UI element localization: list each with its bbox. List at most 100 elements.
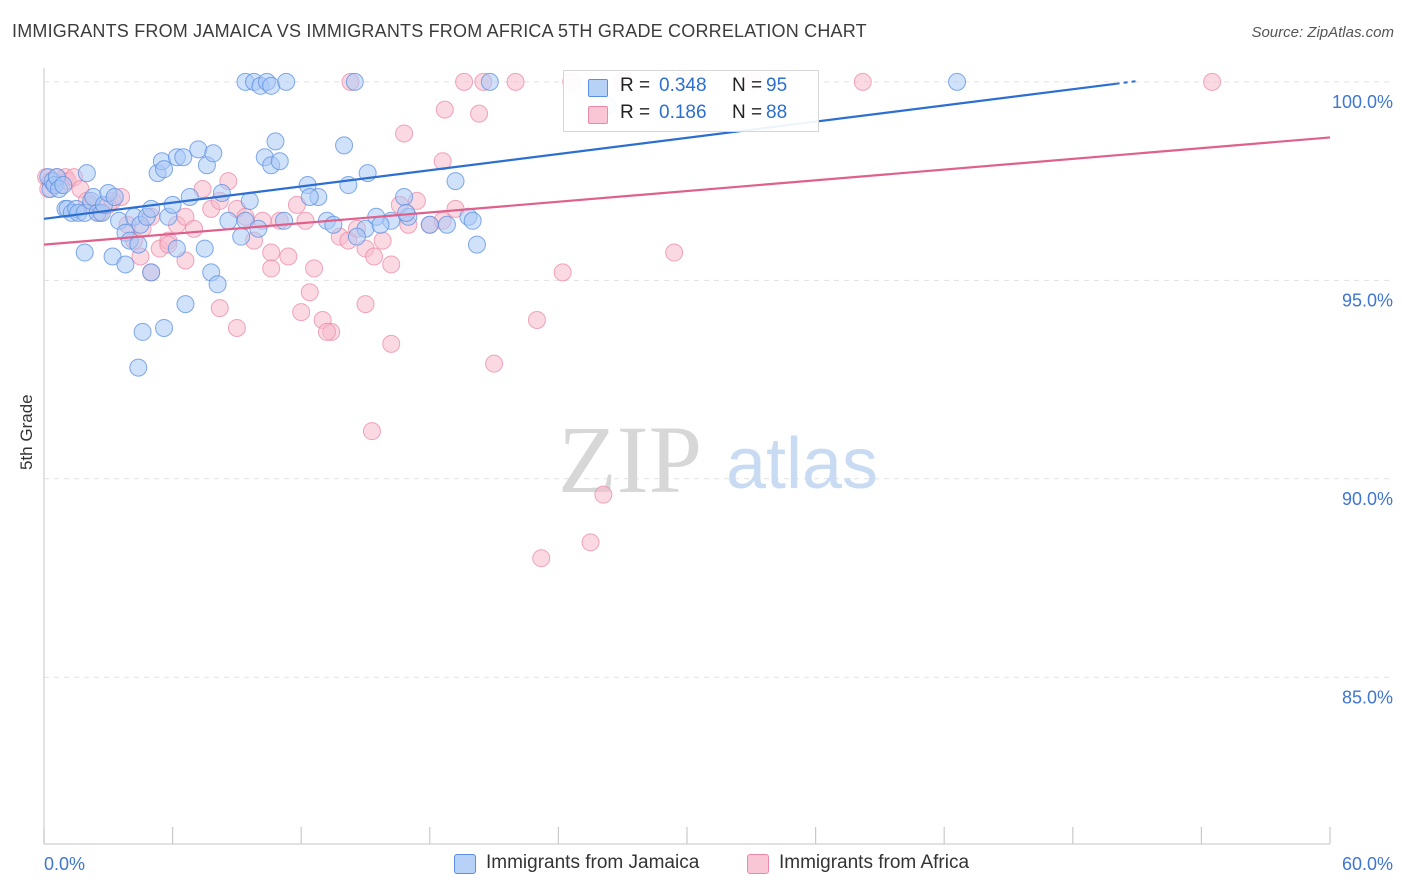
jamaica-point [174,148,193,167]
africa-point [382,255,401,274]
jamaica-point [249,219,268,238]
legend-n-value-africa: 88 [766,102,788,123]
africa-point [279,247,298,266]
series-legend: Immigrants from Jamaica Immigrants from … [0,850,1406,878]
jamaica-point [420,215,439,234]
jamaica-point [446,172,465,191]
africa-point [296,211,315,230]
jamaica-point [371,215,390,234]
africa-point [395,124,414,143]
y-axis-label: 5th Grade [17,394,36,470]
grid-lines [44,81,1390,678]
africa-point [287,195,306,214]
jamaica-point [324,215,343,234]
jamaica-point [347,227,366,246]
africa-point [362,422,381,441]
jamaica-point [240,191,259,210]
africa-point [185,219,204,238]
y-tick-label: 100.0% [1332,92,1393,112]
africa-point [532,549,551,568]
source-label: Source: ZipAtlas.com [1251,24,1394,41]
africa-point [527,311,546,330]
tick-labels: 85.0% 90.0% 95.0% 100.0% 0.0% 60.0% [44,92,1393,874]
jamaica-point [155,318,174,337]
jamaica-point [208,275,227,294]
legend-row-africa: R = 0.186 N = 88 [564,102,818,128]
jamaica-point [105,187,124,206]
africa-point [300,283,319,302]
jamaica-point [195,239,214,258]
jamaica-point [300,187,319,206]
trend-line-africa [43,136,1331,246]
jamaica-point [142,199,161,218]
jamaica-point [189,140,208,159]
legend-r-label: R = [620,75,651,96]
y-tick-label: 90.0% [1342,489,1393,509]
jamaica-point [167,239,186,258]
africa-point [485,354,504,373]
jamaica-point [236,211,255,230]
africa-point [317,322,336,341]
jamaica-point [437,215,456,234]
legend-swatch-africa [588,106,608,124]
legend-swatch-jamaica [454,854,476,874]
jamaica-point [275,211,294,230]
jamaica-point [133,322,152,341]
trend-line-jamaica-extension [1115,80,1138,85]
africa-point [373,231,392,250]
jamaica-point [129,235,148,254]
jamaica-point [75,243,94,262]
legend-swatch-africa [747,854,769,874]
africa-point [262,259,281,278]
africa-point [553,263,572,282]
watermark-atlas: atlas [726,424,878,504]
series-jamaica-points [39,72,967,377]
africa-point [292,303,311,322]
jamaica-point [54,176,73,195]
jamaica-point [277,72,296,91]
watermark-zip: ZIP [558,406,702,513]
africa-point [227,318,246,337]
jamaica-point [163,195,182,214]
x-tick-label: 0.0% [44,854,85,874]
africa-point [305,259,324,278]
jamaica-point [270,152,289,171]
jamaica-point [129,358,148,377]
jamaica-point [266,132,285,151]
jamaica-point [219,211,238,230]
jamaica-point [335,136,354,155]
legend-row-jamaica: R = 0.348 N = 95 [564,75,818,101]
jamaica-point [395,187,414,206]
trend-line-jamaica [43,82,1116,220]
jamaica-point [463,211,482,230]
legend-r-label: R = [620,102,651,123]
africa-point [1203,72,1222,91]
jamaica-point [204,144,223,163]
jamaica-point [77,164,96,183]
correlation-legend: R = 0.348 N = 95 R = 0.186 N = 88 [563,70,819,132]
africa-point [506,72,525,91]
africa-point [435,100,454,119]
jamaica-point [467,235,486,254]
jamaica-point [180,187,199,206]
legend-swatch-jamaica [588,79,608,97]
legend-n-label: N = [732,102,763,123]
africa-point [594,485,613,504]
jamaica-point [155,160,174,179]
africa-point [665,243,684,262]
jamaica-point [345,72,364,91]
trend-lines [43,80,1331,246]
x-tick-label: 60.0% [1342,854,1393,874]
legend-r-value-africa: 0.186 [659,102,707,123]
legend-label-jamaica: Immigrants from Jamaica [486,852,700,873]
legend-r-value-jamaica: 0.348 [659,75,707,96]
africa-point [262,243,281,262]
jamaica-point [116,255,135,274]
africa-point [356,295,375,314]
legend-n-value-jamaica: 95 [766,75,788,96]
legend-n-label: N = [732,75,763,96]
africa-point [382,334,401,353]
jamaica-point [262,76,281,95]
jamaica-point [480,72,499,91]
